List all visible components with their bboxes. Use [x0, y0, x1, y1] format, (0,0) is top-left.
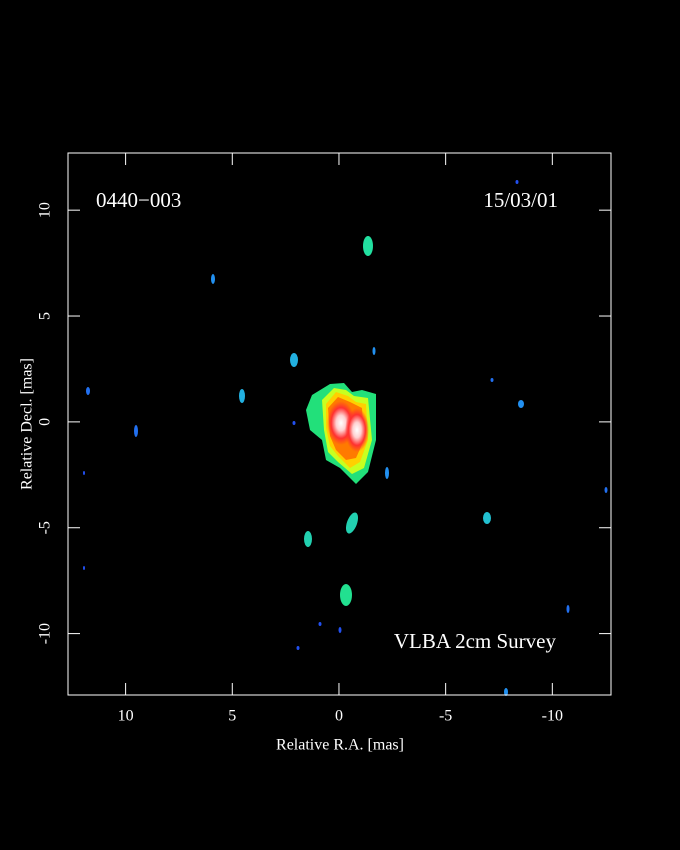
x-tick-label: -5	[439, 708, 452, 725]
y-tick-label: 10	[37, 202, 54, 218]
x-tick-label: 5	[228, 708, 236, 725]
x-tick-label: 0	[335, 708, 343, 725]
source-name: 0440−003	[96, 188, 181, 212]
emission	[83, 180, 608, 696]
survey-label: VLBA 2cm Survey	[394, 629, 557, 653]
epoch: 15/03/01	[483, 188, 558, 212]
y-tick-label: -10	[37, 623, 54, 644]
y-tick-label: 5	[37, 312, 54, 320]
x-tick-label: -10	[542, 708, 563, 725]
x-axis-label: Relative R.A. [mas]	[276, 737, 404, 754]
y-tick-label: -5	[37, 521, 54, 534]
plot-frame	[67, 152, 612, 696]
y-tick-label: 0	[37, 418, 54, 426]
y-axis-label: Relative Decl. [mas]	[19, 358, 36, 490]
x-tick-label: 10	[118, 708, 134, 725]
